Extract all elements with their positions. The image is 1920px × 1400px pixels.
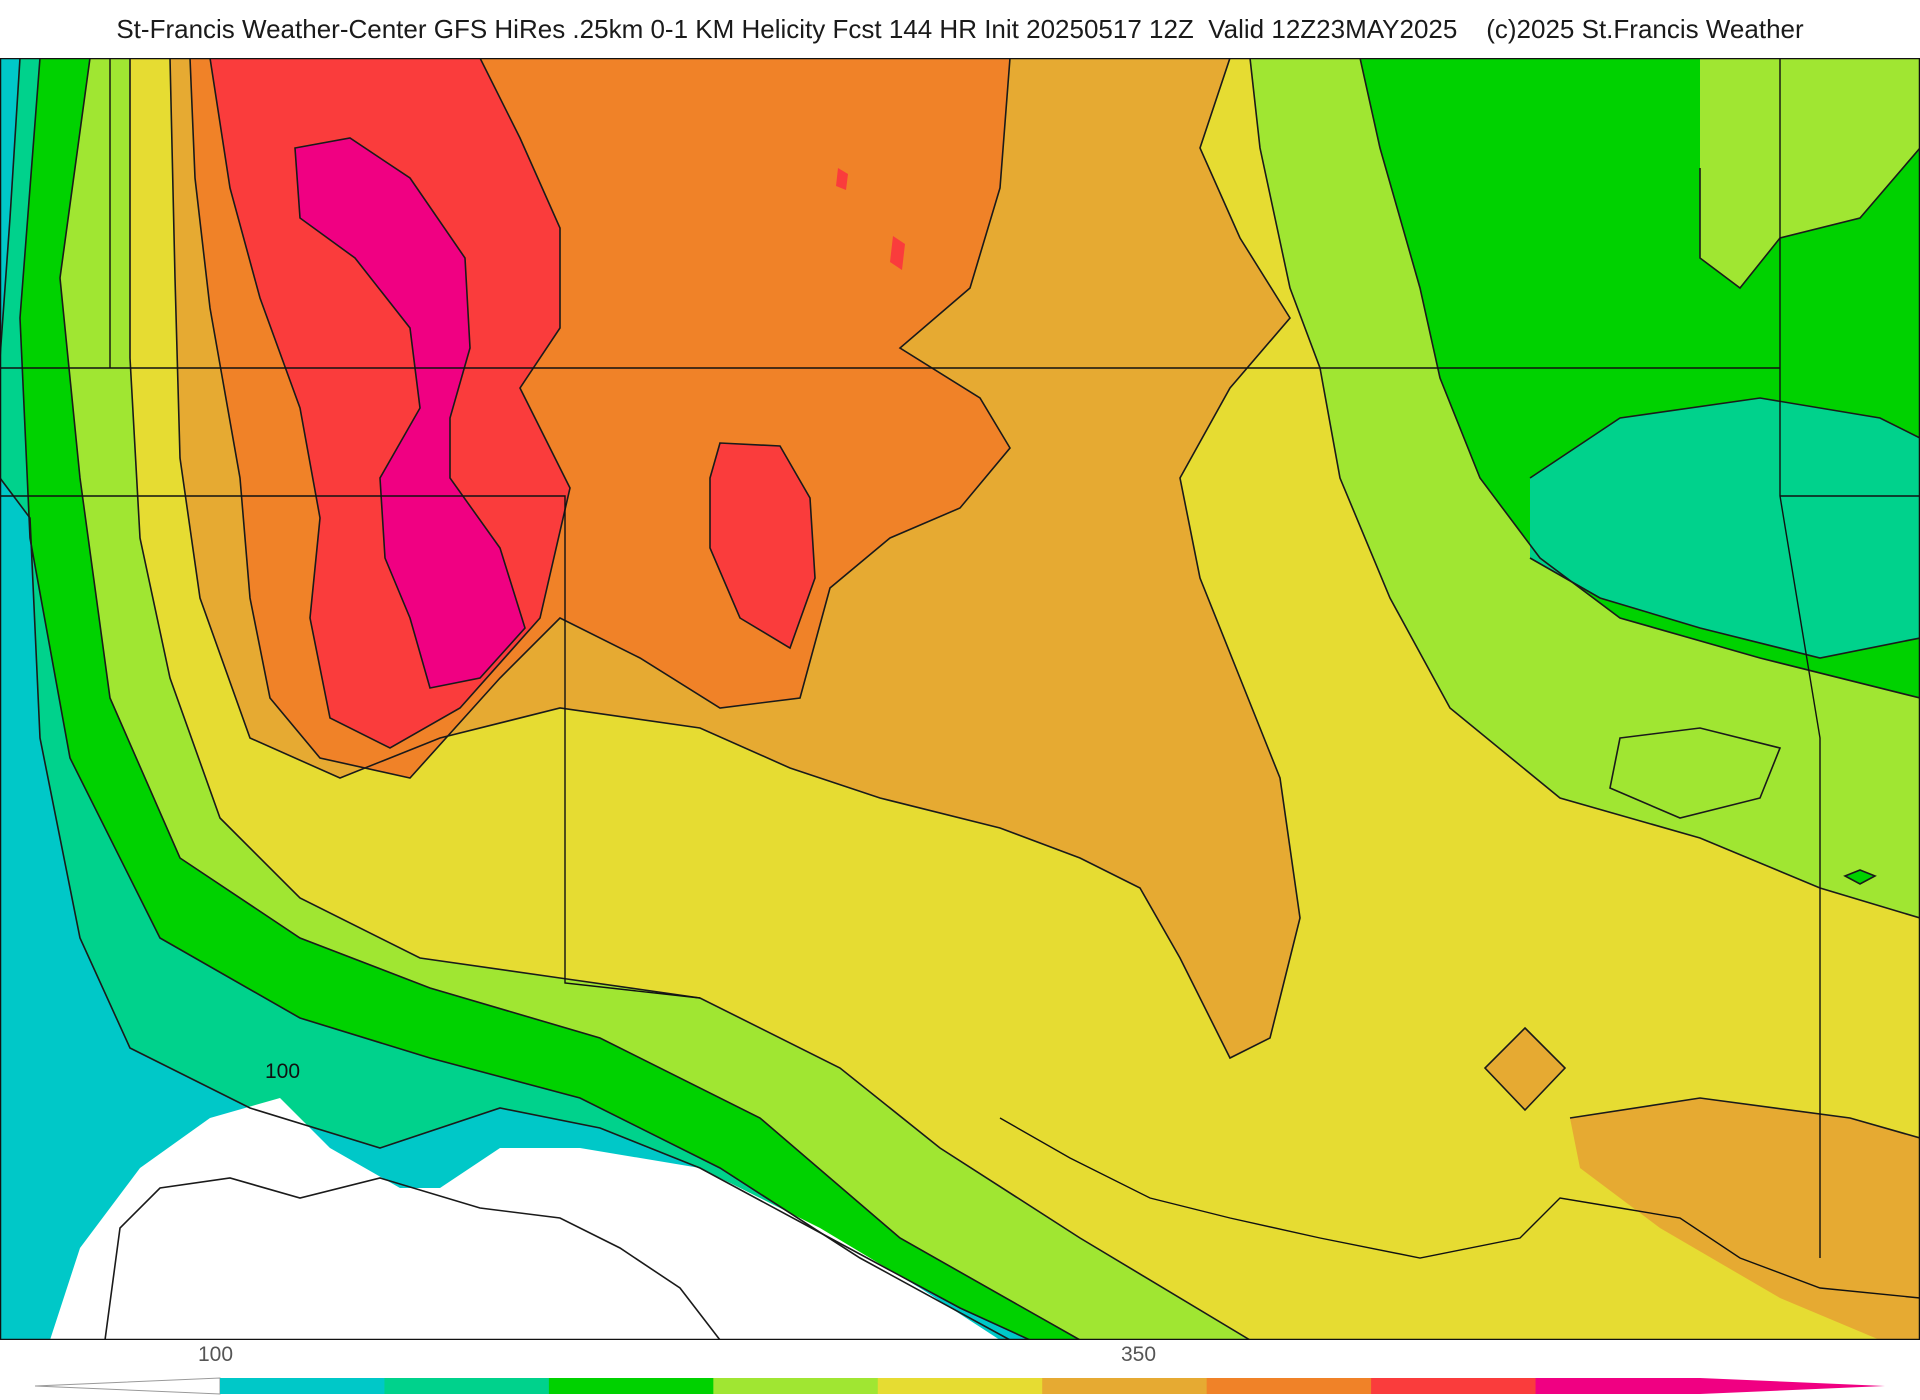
colorbar-swatch	[1371, 1378, 1537, 1394]
colorbar-high-arrow	[1700, 1378, 1885, 1394]
colorbar-swatch	[713, 1378, 879, 1394]
colorbar-swatch	[1206, 1378, 1372, 1394]
colorbar-swatch	[1042, 1378, 1208, 1394]
colorbar-swatches	[220, 1378, 1701, 1394]
colorbar	[34, 1377, 1885, 1395]
band-white	[50, 1098, 1000, 1340]
band-teal-west	[0, 58, 1080, 1340]
band-green-west	[20, 58, 1080, 1340]
state-boundaries	[0, 58, 1920, 1299]
band-cyan	[0, 58, 1030, 1340]
contour-label-100: 100	[265, 1060, 300, 1083]
colorbar-swatch	[548, 1378, 714, 1394]
band-red-dot-1	[836, 168, 848, 190]
colorbar-swatch	[220, 1378, 385, 1394]
band-lime-ne	[1700, 58, 1920, 288]
band-magenta	[295, 138, 525, 688]
band-gold-south	[1570, 1098, 1920, 1340]
colorbar-swatch	[877, 1378, 1043, 1394]
band-teal-east	[1530, 398, 1920, 658]
map-title: St-Francis Weather-Center GFS HiRes .25k…	[116, 14, 1804, 44]
colorbar-tick-350: 350	[1121, 1343, 1157, 1366]
colorbar-tick-100: 100	[198, 1343, 234, 1366]
colorbar-swatch	[384, 1378, 550, 1394]
band-red-cell	[710, 443, 815, 648]
helicity-map: 100	[0, 58, 1920, 1340]
band-red-dot-2	[890, 236, 905, 270]
band-lime-east-cell	[1610, 728, 1780, 818]
colorbar-swatch	[1535, 1378, 1701, 1394]
colorbar-low-arrow	[34, 1377, 221, 1395]
contour-lines	[0, 58, 1920, 1340]
